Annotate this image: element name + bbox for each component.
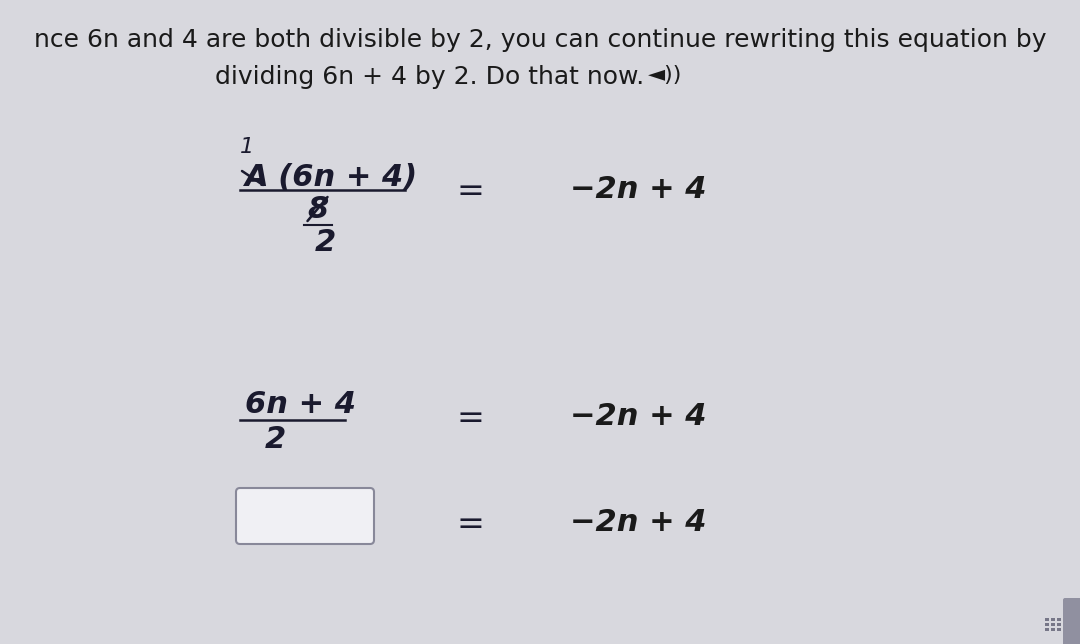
- Text: −2n + 4: −2n + 4: [570, 508, 706, 537]
- Text: nce 6n and 4 are both divisible by 2, you can continue rewriting this equation b: nce 6n and 4 are both divisible by 2, yo…: [33, 28, 1047, 52]
- Text: −2n + 4: −2n + 4: [570, 175, 706, 204]
- Bar: [1063, 618, 1067, 621]
- Text: dividing 6n + 4 by 2. Do that now.: dividing 6n + 4 by 2. Do that now.: [215, 65, 645, 89]
- Text: 8: 8: [307, 195, 328, 224]
- Bar: [1051, 618, 1055, 621]
- Bar: [1045, 623, 1049, 626]
- Text: =: =: [456, 508, 484, 541]
- Bar: [1057, 623, 1061, 626]
- Bar: [1051, 623, 1055, 626]
- Bar: [1063, 623, 1067, 626]
- Text: 1: 1: [240, 137, 254, 157]
- Text: 6n + 4: 6n + 4: [245, 390, 356, 419]
- Bar: [1045, 618, 1049, 621]
- Text: A (6n + 4): A (6n + 4): [245, 163, 418, 192]
- Bar: [1057, 628, 1061, 631]
- Bar: [1045, 628, 1049, 631]
- Bar: [1051, 628, 1055, 631]
- FancyBboxPatch shape: [1063, 598, 1080, 644]
- FancyBboxPatch shape: [237, 488, 374, 544]
- Bar: [1063, 628, 1067, 631]
- Text: ◄)): ◄)): [648, 65, 683, 85]
- Text: 2: 2: [315, 228, 336, 257]
- Bar: [1057, 618, 1061, 621]
- Text: =: =: [456, 175, 484, 208]
- Text: 2: 2: [265, 425, 286, 454]
- Text: −2n + 4: −2n + 4: [570, 402, 706, 431]
- Text: =: =: [456, 402, 484, 435]
